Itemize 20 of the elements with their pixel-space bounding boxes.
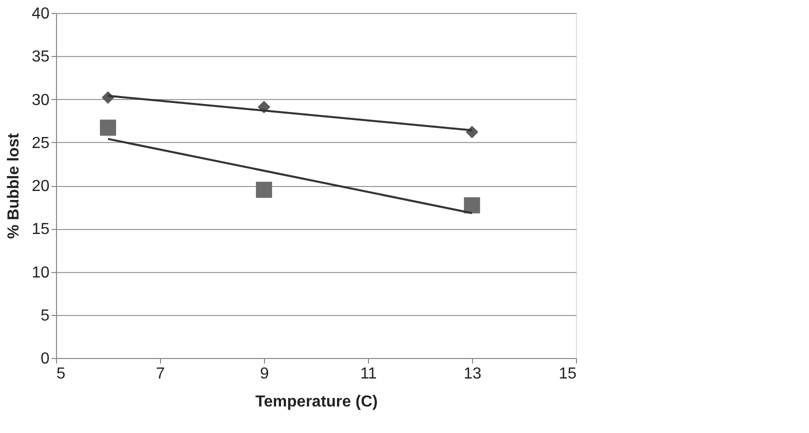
- x-tick-label: 11: [360, 366, 377, 382]
- point: [464, 197, 480, 214]
- x-axis-title: Temperature (C): [255, 394, 378, 410]
- y-tick-label: 5: [40, 307, 50, 324]
- y-tick-label: 40: [32, 6, 50, 22]
- x-tick-label: 5: [56, 366, 66, 382]
- x-tick-label: 9: [260, 366, 270, 382]
- x-tick-label: 15: [558, 366, 577, 382]
- x-tick-label: 13: [464, 366, 482, 382]
- point: [256, 182, 272, 198]
- y-tick-label: 20: [32, 178, 50, 195]
- y-tick-label: 0: [40, 350, 50, 368]
- y-axis-title: % Bubble lost: [6, 132, 23, 239]
- point: [100, 120, 116, 136]
- x-tick-label: 7: [156, 366, 166, 382]
- y-tick-label: 10: [32, 264, 50, 282]
- y-tick-label: 25: [32, 134, 50, 152]
- y-tick-label: 35: [32, 48, 50, 66]
- y-tick-label: 30: [32, 92, 50, 109]
- y-tick-label: 15: [32, 221, 50, 238]
